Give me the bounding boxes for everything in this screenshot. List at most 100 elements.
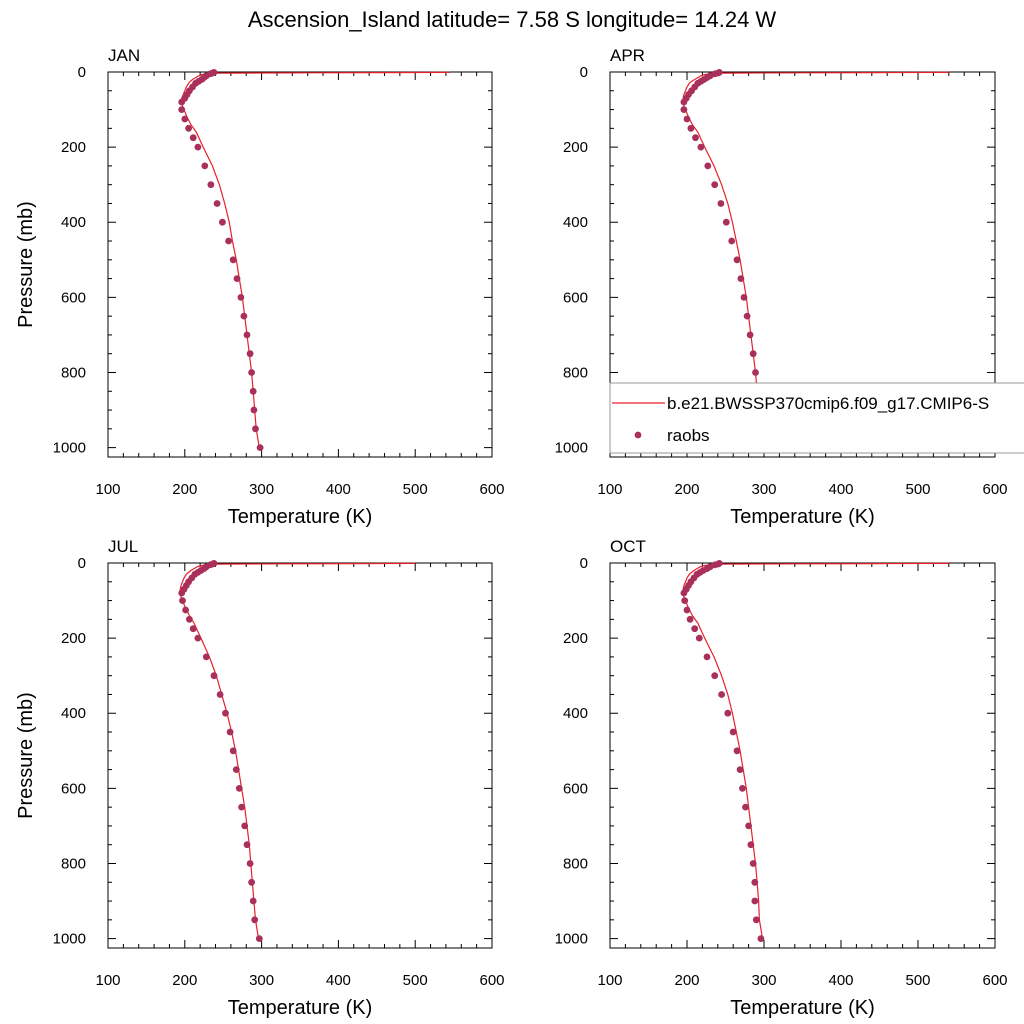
panel-label-oct: OCT	[610, 537, 646, 556]
model-profile-line-jul	[179, 562, 416, 939]
ytick-label-jan-1000: 1000	[53, 440, 86, 457]
raobs-point-jan-25	[237, 294, 245, 301]
raobs-point-apr-22	[728, 237, 736, 245]
ytick-label-oct-0: 0	[580, 555, 588, 572]
panel-jan: JAN 0 200 400 600 800 1000 100 200 300 400 500 600 Te…	[15, 46, 505, 528]
ytick-label-apr-200: 200	[563, 139, 588, 156]
raobs-point-oct-23	[733, 747, 741, 755]
raobs-point-oct-31	[751, 897, 759, 905]
xtick-label-oct-400: 400	[828, 972, 853, 989]
raobs-point-oct-16	[691, 625, 699, 633]
x-axis-title-jan: Temperature (K)	[228, 506, 373, 528]
ytick-label-apr-800: 800	[563, 364, 588, 381]
ytick-label-jan-200: 200	[61, 139, 86, 156]
panel-label-jan: JAN	[108, 46, 140, 65]
ytick-label-jan-400: 400	[61, 214, 86, 231]
raobs-point-jul-18	[202, 653, 210, 661]
raobs-point-apr-21	[722, 218, 730, 226]
raobs-point-jan-12	[178, 98, 186, 106]
raobs-point-oct-33	[757, 935, 765, 942]
raobs-point-jul-33	[255, 935, 263, 942]
xtick-label-apr-600: 600	[982, 481, 1007, 498]
xtick-label-jan-400: 400	[326, 481, 351, 498]
raobs-point-jul-24	[232, 766, 240, 773]
raobs-point-jan-33	[256, 444, 264, 451]
ytick-label-apr-600: 600	[563, 289, 588, 306]
ytick-label-jul-600: 600	[61, 780, 86, 797]
ytick-label-jul-200: 200	[61, 630, 86, 647]
raobs-point-apr-23	[733, 256, 741, 264]
raobs-point-jul-15	[186, 615, 193, 623]
raobs-point-jan-22	[225, 237, 233, 245]
legend-label-model: b.e21.BWSSP370cmip6.f09_g17.CMIP6-S	[667, 394, 989, 413]
raobs-point-oct-25	[739, 785, 746, 792]
raobs-point-apr-25	[740, 294, 748, 301]
raobs-point-jan-17	[194, 143, 202, 151]
raobs-point-jul-13	[179, 597, 186, 604]
ytick-label-jan-600: 600	[61, 289, 86, 306]
raobs-point-jan-21	[219, 218, 226, 226]
raobs-point-jul-28	[243, 841, 251, 849]
x-axis-title-jul: Temperature (K)	[228, 997, 373, 1019]
xtick-label-jan-300: 300	[249, 481, 274, 498]
panel-oct: OCT 0 200 400 600 800 1000 100 200 300 400 500 600 Te…	[555, 537, 1008, 1019]
model-profile-line-oct	[682, 562, 949, 939]
raobs-point-jan-14	[181, 115, 189, 123]
panel-label-apr: APR	[610, 46, 645, 65]
ytick-label-jan-0: 0	[78, 64, 86, 81]
ytick-label-oct-1000: 1000	[555, 931, 588, 948]
x-axis-title-apr: Temperature (K)	[730, 506, 875, 528]
raobs-point-apr-15	[687, 124, 695, 132]
raobs-point-oct-21	[724, 709, 732, 717]
raobs-point-apr-29	[752, 369, 759, 376]
xtick-label-oct-100: 100	[597, 972, 622, 989]
y-axis-title-jul: Pressure (mb)	[15, 692, 37, 819]
ytick-label-oct-200: 200	[563, 630, 588, 647]
raobs-point-jan-23	[229, 256, 237, 264]
plot-frame-oct	[609, 562, 996, 949]
raobs-point-jan-27	[243, 331, 251, 339]
raobs-point-apr-28	[749, 350, 757, 358]
raobs-point-apr-18	[704, 162, 712, 170]
raobs-point-oct-29	[749, 860, 757, 867]
raobs-point-oct-13	[681, 597, 689, 604]
raobs-point-oct-19	[711, 672, 719, 680]
raobs-point-jan-15	[185, 124, 193, 132]
panel-label-jul: JUL	[108, 537, 138, 556]
raobs-point-jul-21	[222, 709, 229, 717]
legend-label-raobs: raobs	[667, 426, 710, 445]
raobs-point-apr-13	[680, 106, 688, 113]
raobs-point-jan-20	[213, 200, 221, 207]
raobs-point-apr-19	[711, 181, 719, 189]
raobs-point-apr-14	[683, 115, 691, 123]
raobs-point-oct-22	[729, 728, 737, 736]
raobs-point-apr-24	[737, 275, 745, 282]
ytick-label-jul-0: 0	[78, 555, 86, 572]
raobs-point-jul-27	[241, 822, 249, 830]
raobs-point-jan-24	[233, 275, 241, 282]
raobs-point-oct-15	[686, 615, 694, 623]
raobs-point-jul-23	[229, 747, 237, 755]
model-profile-line-jan	[181, 71, 450, 448]
xtick-label-oct-600: 600	[982, 972, 1007, 989]
xtick-label-apr-200: 200	[674, 481, 699, 498]
raobs-point-jan-30	[249, 387, 257, 395]
xtick-label-jul-100: 100	[95, 972, 120, 989]
xtick-label-jan-500: 500	[403, 481, 428, 498]
raobs-point-jan-13	[178, 106, 186, 113]
raobs-point-oct-20	[718, 691, 725, 698]
raobs-point-oct-18	[703, 653, 711, 661]
ytick-label-jul-800: 800	[61, 855, 86, 872]
raobs-point-oct-14	[683, 606, 691, 614]
plot-frame-apr	[609, 71, 996, 458]
ytick-label-apr-400: 400	[563, 214, 588, 231]
raobs-point-jul-25	[235, 785, 243, 792]
ytick-label-apr-0: 0	[580, 64, 588, 81]
raobs-point-apr-27	[746, 331, 754, 339]
y-axis-title-jan: Pressure (mb)	[15, 201, 37, 328]
ytick-label-apr-1000: 1000	[555, 440, 588, 457]
raobs-point-jul-31	[249, 897, 257, 905]
